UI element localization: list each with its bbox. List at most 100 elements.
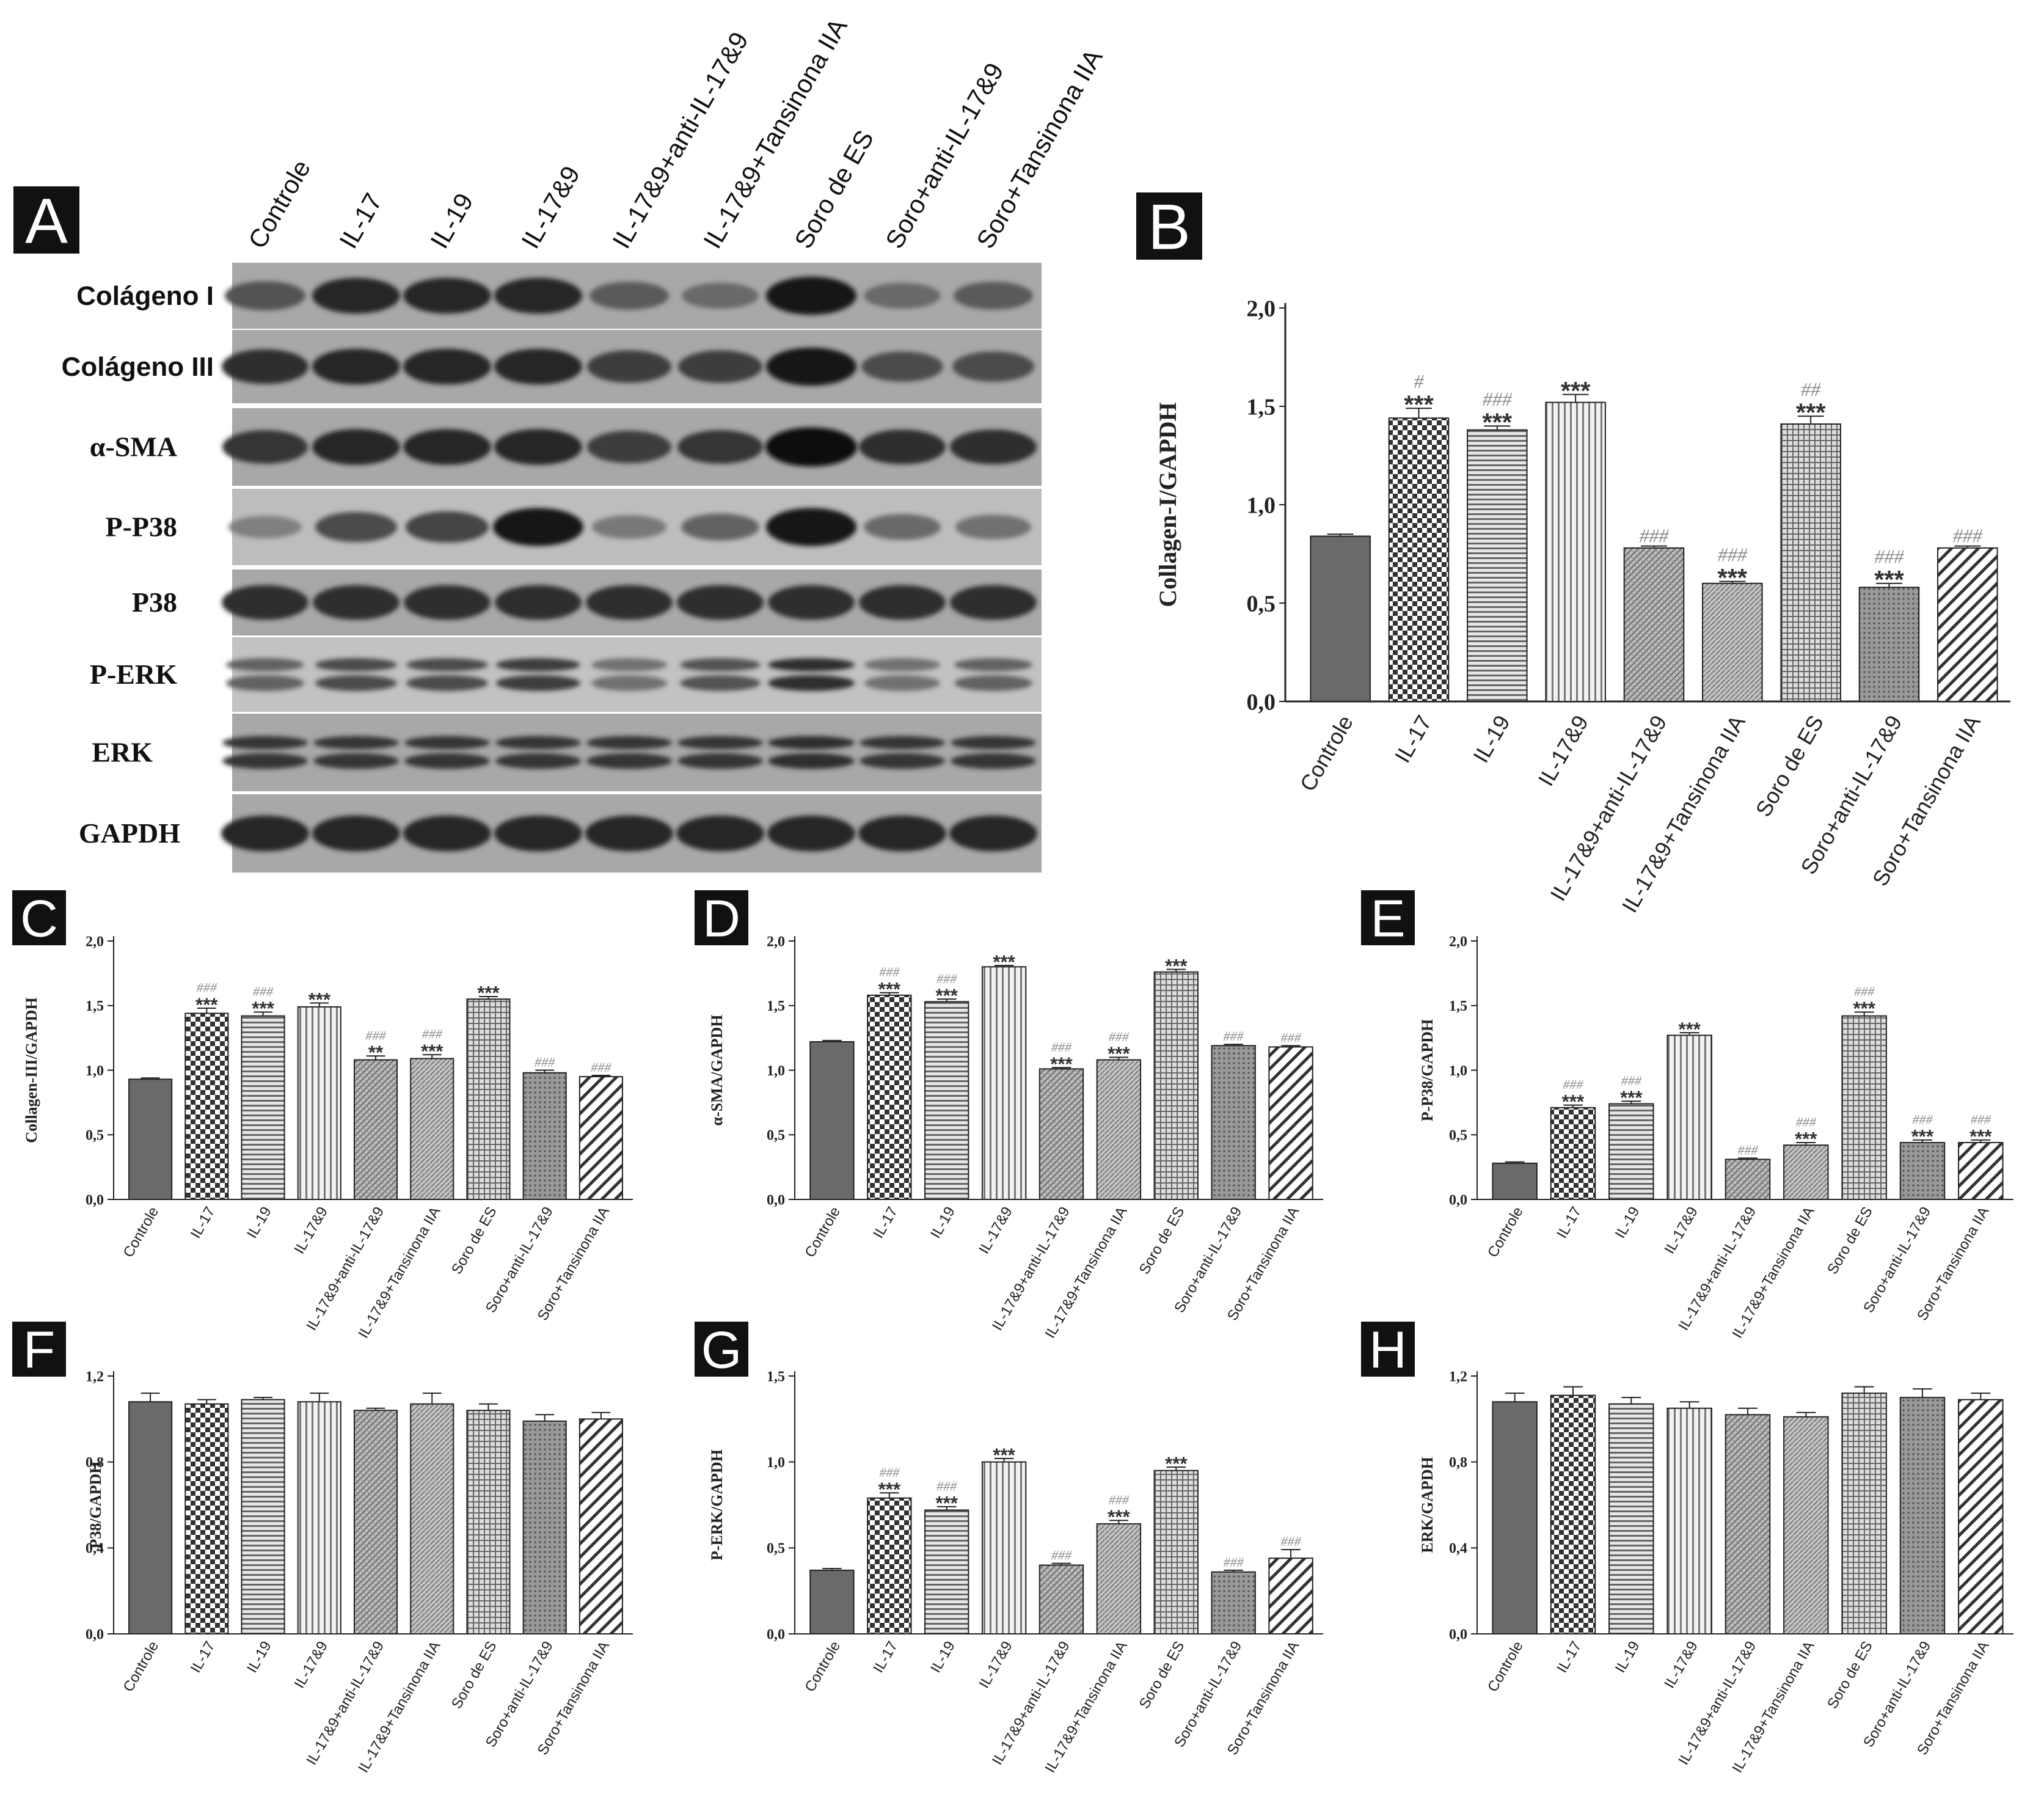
y-axis-label: P38/GAPDH <box>87 1462 104 1549</box>
bar <box>353 1059 398 1200</box>
y-tick-label: 0,5 <box>1247 591 1276 617</box>
significance-hashes: ### <box>1281 1030 1302 1045</box>
significance-stars: *** <box>936 1493 958 1514</box>
blot-band <box>677 753 763 769</box>
blot-strip <box>232 714 1042 791</box>
bar <box>1038 1068 1084 1201</box>
y-tick-label: 0,5 <box>767 1128 785 1144</box>
blot-band <box>403 277 491 314</box>
significance-hashes: ### <box>1718 543 1748 565</box>
x-tick-label: IL-17 <box>1553 1639 1585 1676</box>
y-tick-label: 1,0 <box>767 1455 785 1471</box>
y-tick-label: 0,0 <box>767 1627 785 1642</box>
chart-G: G0,00,51,01,5P-ERK/GAPDHControle***###IL… <box>695 1322 1323 1776</box>
panel-letter-H: H <box>1361 1322 1415 1380</box>
blot-band <box>864 514 941 540</box>
blot-band <box>494 815 582 852</box>
significance-stars: *** <box>1404 390 1434 419</box>
blot-band <box>952 351 1034 382</box>
significance-hashes: ### <box>1953 525 1983 547</box>
significance-hashes: ### <box>197 980 217 995</box>
blot-band <box>225 281 305 310</box>
blot-row-label: P38 <box>132 587 177 618</box>
significance-stars: ** <box>368 1042 384 1063</box>
blot-band <box>765 427 857 467</box>
blot-band <box>680 658 761 672</box>
blot-band <box>949 815 1037 852</box>
bar <box>1783 1144 1829 1201</box>
x-tick-label: IL-19 <box>927 1639 958 1676</box>
blot-row-label: P-ERK <box>90 659 177 690</box>
x-tick-label: IL-17 <box>188 1639 219 1676</box>
bar <box>579 1418 623 1634</box>
blot-panel: A Colágeno I Colágeno III α-SMA P-P38 P38 P-ER… <box>13 13 1108 873</box>
significance-stars: *** <box>1911 1126 1934 1147</box>
blot-band <box>494 277 582 314</box>
lane-label: Soro de ES <box>789 125 879 254</box>
y-axis-label: P-ERK/GAPDH <box>708 1449 726 1561</box>
blot-band <box>226 658 304 672</box>
significance-hashes: ### <box>1051 1548 1072 1563</box>
blot-band <box>586 585 673 620</box>
bar <box>241 1015 285 1201</box>
bar <box>981 966 1027 1201</box>
x-tick-label: IL-17&9 <box>976 1639 1015 1691</box>
blot-band <box>768 585 855 620</box>
y-axis-label: P-P38/GAPDH <box>1418 1019 1436 1122</box>
bar <box>1841 1015 1887 1201</box>
bar <box>1608 1103 1654 1200</box>
blot-band <box>315 675 397 691</box>
y-tick-label: 1,2 <box>1449 1369 1467 1385</box>
x-tick-label: Soro de ES <box>448 1204 500 1278</box>
x-tick-label: Controle <box>1484 1639 1527 1695</box>
blot-band <box>860 753 945 769</box>
bar <box>1492 1401 1538 1634</box>
bar <box>522 1072 567 1200</box>
bar <box>1550 1394 1596 1634</box>
bar <box>1666 1034 1712 1201</box>
bar <box>1268 1557 1313 1635</box>
blot-band <box>676 815 764 852</box>
lane-label: IL-17 <box>334 188 388 253</box>
blot-row-label: GAPDH <box>79 818 180 849</box>
bar <box>1268 1046 1313 1201</box>
blot-band <box>226 675 304 691</box>
blot-row-label: Colágeno III <box>62 352 214 382</box>
x-tick-label: IL-19 <box>244 1204 275 1242</box>
blot-band <box>222 736 308 750</box>
bar <box>1608 1403 1654 1634</box>
blot-band <box>315 511 397 543</box>
blot-row: P38 <box>132 569 1042 635</box>
blot-band <box>312 429 400 465</box>
x-tick-label: IL-17 <box>870 1204 901 1242</box>
bar <box>128 1401 173 1634</box>
significance-stars: *** <box>993 951 1015 973</box>
significance-hashes: ### <box>253 984 274 999</box>
bar <box>128 1078 173 1201</box>
x-tick-label: Controle <box>1295 711 1359 796</box>
blot-strip <box>232 637 1042 712</box>
blot-band <box>496 658 580 672</box>
blot-band <box>403 815 491 852</box>
y-tick-label: 2,0 <box>767 934 785 950</box>
bar <box>1780 423 1841 702</box>
x-tick-label: IL-17&9 <box>291 1204 331 1257</box>
blot-band <box>859 585 946 620</box>
bar <box>809 1569 855 1635</box>
blot-band <box>861 351 943 382</box>
panel-letter-box <box>1136 192 1202 260</box>
y-tick-label: 0,5 <box>86 1128 104 1144</box>
blot-band <box>766 276 856 315</box>
panel-letter-box <box>1361 1322 1415 1377</box>
x-tick-label: IL-19 <box>1468 711 1515 767</box>
significance-stars: *** <box>993 1444 1015 1466</box>
significance-hashes: ### <box>1109 1492 1130 1507</box>
blot-band <box>677 430 763 464</box>
bar <box>1153 971 1199 1200</box>
bar <box>1467 429 1528 702</box>
blot-band <box>403 348 491 385</box>
bar <box>1038 1564 1084 1634</box>
panel-letter-box <box>695 890 748 945</box>
panel-letter-text: D <box>703 890 740 948</box>
blot-row-label: Colágeno I <box>76 281 214 311</box>
